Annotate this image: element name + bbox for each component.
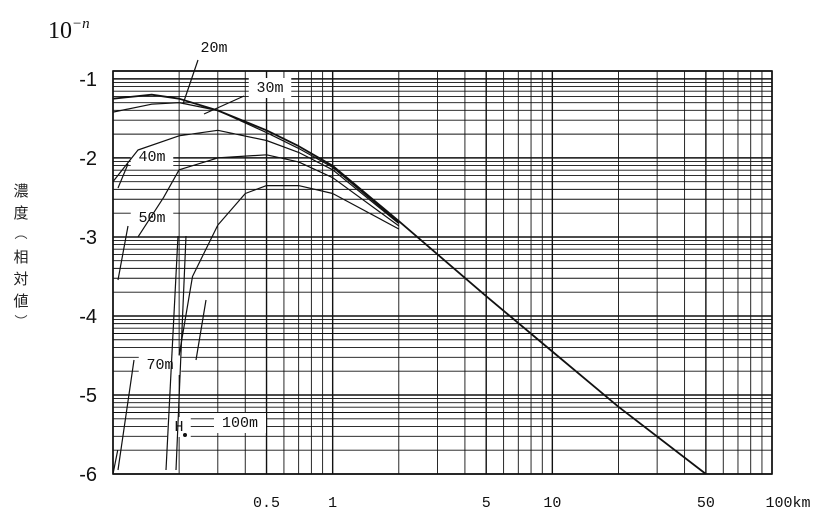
y-title-char-2: ︵ bbox=[14, 227, 28, 242]
exponent-base: 10 bbox=[48, 18, 72, 44]
x-tick-label: 10 bbox=[543, 495, 561, 512]
leader-line bbox=[195, 299, 207, 361]
curve-label-30m: 30m bbox=[256, 80, 283, 97]
leader-line bbox=[117, 225, 129, 281]
x-tick-label: 100km bbox=[765, 495, 810, 512]
curve-label-20m: 20m bbox=[200, 40, 227, 57]
y-tick-label: -6 bbox=[79, 464, 97, 486]
leader-line bbox=[203, 95, 245, 115]
series-line-20m bbox=[112, 93, 707, 475]
leader-line bbox=[182, 59, 199, 105]
leader-line bbox=[165, 235, 179, 471]
y-title-char-1: 度 bbox=[13, 204, 29, 222]
y-title-char-6: ︶ bbox=[14, 315, 28, 330]
y-axis-title: 濃 度 ︵ 相 対 値 ︶ bbox=[8, 180, 34, 334]
curve-label-50m: 50m bbox=[138, 210, 165, 227]
y-title-char-0: 濃 bbox=[13, 182, 29, 200]
series-line-100m bbox=[112, 450, 119, 475]
curve-label-70m: 70m bbox=[146, 357, 173, 374]
series-line-30m bbox=[112, 101, 400, 224]
curve-label-box bbox=[214, 413, 266, 433]
leader-line bbox=[117, 163, 129, 189]
y-tick-label: -4 bbox=[79, 306, 97, 328]
series-line-70m bbox=[178, 185, 400, 356]
curve-label-box bbox=[130, 147, 174, 167]
curve-label-40m: 40m bbox=[138, 149, 165, 166]
leader-line bbox=[117, 359, 135, 471]
curve-label-100m: 100m bbox=[222, 415, 258, 432]
source-height-marker bbox=[183, 433, 187, 437]
curve-label-box bbox=[130, 208, 174, 228]
x-tick-label: 5 bbox=[482, 495, 491, 512]
y-title-char-4: 対 bbox=[13, 270, 29, 288]
y-tick-label: -5 bbox=[79, 385, 97, 407]
y-title-char-5: 値 bbox=[13, 292, 29, 310]
curve-label-H: H bbox=[174, 419, 183, 436]
curve-label-box bbox=[167, 417, 191, 437]
series-line-50m bbox=[137, 154, 400, 238]
curve-label-box bbox=[248, 78, 292, 98]
series-line-40m bbox=[112, 129, 400, 224]
leader-line bbox=[175, 235, 187, 471]
y-axis-exponent-label: 10−n bbox=[48, 16, 90, 45]
plot-frame bbox=[112, 70, 773, 475]
y-title-char-3: 相 bbox=[13, 248, 29, 266]
x-tick-label: 1 bbox=[328, 495, 337, 512]
curve-label-box bbox=[192, 38, 236, 58]
y-tick-label: -1 bbox=[79, 69, 97, 91]
x-tick-label: 0.5 bbox=[253, 495, 280, 512]
x-tick-label: 50 bbox=[697, 495, 715, 512]
exponent-sup: −n bbox=[72, 16, 90, 32]
y-tick-label: -3 bbox=[79, 227, 97, 249]
y-tick-label: -2 bbox=[79, 148, 97, 170]
